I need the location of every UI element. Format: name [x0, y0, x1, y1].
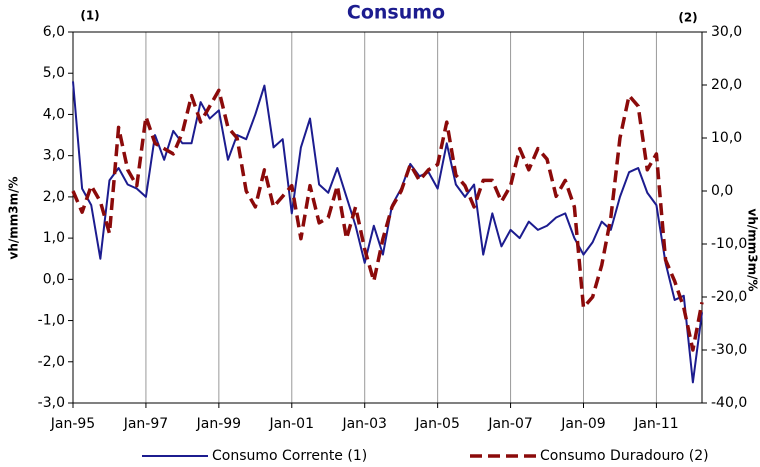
x-tick-label: Jan-95 [50, 416, 95, 432]
y-tick-label: 0,0 [43, 271, 65, 287]
x-tick-label: Jan-11 [633, 416, 678, 432]
y2-tick-label: -40,0 [711, 395, 747, 411]
plot-frame [72, 31, 703, 404]
y2-tick-label: -20,0 [711, 289, 747, 305]
x-tick-label: Jan-09 [560, 416, 605, 432]
series-line [72, 81, 703, 384]
y2-tick-label: 30,0 [711, 24, 742, 40]
y-tick-label: 2,0 [43, 189, 65, 205]
y-tick-label: -1,0 [38, 313, 65, 329]
y2-tick-label: -10,0 [711, 236, 747, 252]
y-tick-label: -3,0 [38, 395, 65, 411]
y2-tick-label: 20,0 [711, 77, 742, 93]
x-tick-label: Jan-99 [196, 416, 241, 432]
x-tick-label: Jan-97 [123, 416, 168, 432]
x-tick-label: Jan-01 [269, 416, 314, 432]
y-tick-label: 4,0 [43, 106, 65, 122]
y2-tick-label: 10,0 [711, 130, 742, 146]
y-tick-label: -2,0 [38, 354, 65, 370]
y-tick-label: 5,0 [43, 65, 65, 81]
y2-tick-label: 0,0 [711, 183, 733, 199]
y-tick-label: 1,0 [43, 230, 65, 246]
chart-title: Consumo [347, 2, 445, 24]
legend-label: Consumo Corrente (1) [212, 448, 367, 464]
x-tick-label: Jan-03 [341, 416, 386, 432]
y-axis-label: vh/mm3m/% [7, 176, 21, 259]
y-tick-label: 3,0 [43, 148, 65, 164]
y2-tick-label: -30,0 [711, 342, 747, 358]
annotation: (2) [678, 11, 697, 25]
annotation: (1) [80, 9, 99, 23]
x-tick-label: Jan-07 [487, 416, 532, 432]
series-line [71, 88, 704, 352]
y-tick-label: 6,0 [43, 24, 65, 40]
legend-label: Consumo Duradouro (2) [540, 448, 709, 464]
x-tick-label: Jan-05 [414, 416, 459, 432]
y2-axis-label: vh/mm3m/% [746, 208, 760, 291]
